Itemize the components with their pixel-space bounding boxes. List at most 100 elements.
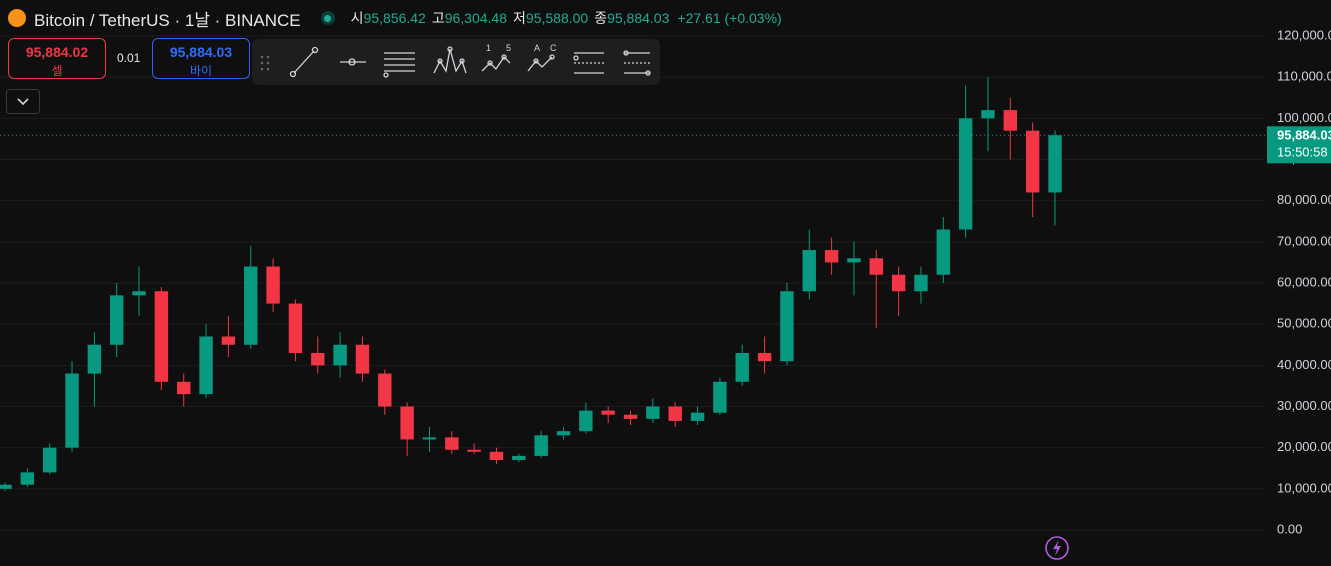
candle-body xyxy=(780,291,794,362)
candle-body xyxy=(534,435,548,456)
candle-body xyxy=(512,455,526,461)
candle-body xyxy=(266,266,280,304)
collapse-button[interactable] xyxy=(6,89,40,114)
countdown: 15:50:58 xyxy=(1277,145,1328,160)
candle-body xyxy=(1025,130,1040,193)
candle-body xyxy=(556,431,571,436)
candle-body xyxy=(958,118,973,230)
y-tick-label: 60,000.00 xyxy=(1277,274,1331,289)
candle-body xyxy=(288,303,303,353)
sell-button[interactable]: 95,884.02 셀 xyxy=(8,38,106,79)
alert-icon[interactable] xyxy=(1043,534,1071,562)
spread: 0.01 xyxy=(117,51,141,65)
change: +27.61 (+0.03%) xyxy=(677,10,782,26)
y-tick-label: 110,000.00 xyxy=(1277,69,1331,84)
candle-body xyxy=(422,437,437,440)
candle-body xyxy=(869,258,883,275)
coin-icon xyxy=(8,9,26,27)
candle-body xyxy=(713,381,727,413)
fib-tool[interactable] xyxy=(383,52,415,78)
candle-body xyxy=(177,381,191,395)
settings-tool[interactable] xyxy=(623,50,651,76)
svg-text:C: C xyxy=(550,43,557,53)
y-tick-label: 0.00 xyxy=(1277,521,1302,536)
trend-line-tool[interactable] xyxy=(289,46,319,78)
candle-body xyxy=(824,250,839,263)
candle-body xyxy=(757,352,772,362)
y-tick-label: 20,000.00 xyxy=(1277,439,1331,454)
candle-body xyxy=(0,484,12,489)
y-tick-label: 30,000.00 xyxy=(1277,398,1331,413)
candle-body xyxy=(601,410,615,415)
ohlc-value: 95,884.03 xyxy=(607,10,670,26)
candle-body xyxy=(1048,135,1062,193)
pattern-tool[interactable] xyxy=(433,46,467,74)
candle-body xyxy=(244,266,258,345)
ohlc-label: 저 xyxy=(513,10,526,26)
sell-label: 셀 xyxy=(51,64,63,78)
svg-text:A: A xyxy=(534,43,540,53)
candle-body xyxy=(20,472,35,485)
buy-label: 바이 xyxy=(189,64,213,78)
svg-text:1: 1 xyxy=(486,43,491,53)
sell-price: 95,884.02 xyxy=(25,44,89,60)
candle-body xyxy=(355,344,370,374)
candle-body xyxy=(623,414,638,419)
candle-body xyxy=(333,344,347,366)
y-tick-label: 70,000.00 xyxy=(1277,233,1331,248)
symbol-header: Bitcoin / TetherUS · 1날 · BINANCE 시 95,85… xyxy=(8,6,782,30)
y-tick-label: 10,000.00 xyxy=(1277,480,1331,495)
candle-body xyxy=(1003,110,1018,131)
candle-body xyxy=(690,412,705,421)
candle-body xyxy=(668,406,682,421)
candle-body xyxy=(311,352,325,366)
ohlc-value: 96,304.48 xyxy=(444,10,508,26)
ohlc-value: 95,588.00 xyxy=(525,10,589,26)
candle-body xyxy=(132,291,146,296)
svg-text:5: 5 xyxy=(506,43,511,53)
candle-body xyxy=(87,344,102,374)
candle-body xyxy=(221,336,236,345)
y-tick-label: 120,000.00 xyxy=(1277,27,1331,42)
range-tool[interactable] xyxy=(573,52,604,74)
candle-body xyxy=(378,373,392,407)
candle-body xyxy=(646,406,660,419)
horizontal-ray-tool[interactable] xyxy=(340,58,366,66)
candle-body xyxy=(400,406,414,440)
candle-body xyxy=(579,410,593,432)
candle-body xyxy=(914,274,928,292)
candle-body xyxy=(936,229,950,275)
candle-body xyxy=(110,295,124,345)
candle-body xyxy=(154,291,169,382)
candle-body xyxy=(891,274,906,292)
last-price-label: 95,884.03 xyxy=(1277,128,1331,143)
chevron xyxy=(17,98,29,106)
buy-price: 95,884.03 xyxy=(169,44,233,60)
y-tick-label: 100,000.00 xyxy=(1277,110,1331,125)
candle-body xyxy=(735,352,749,382)
y-tick-label: 50,000.00 xyxy=(1277,316,1331,331)
candle-body xyxy=(65,373,79,448)
candle-body xyxy=(445,437,459,450)
candle-body xyxy=(489,451,504,461)
price-tag xyxy=(1267,126,1331,164)
candle-body xyxy=(981,110,995,119)
symbol[interactable]: Bitcoin / TetherUS · 1날 · BINANCE xyxy=(34,10,301,30)
ohlc-label: 시 xyxy=(350,10,364,26)
ohlc-label: 종 xyxy=(594,10,608,26)
y-tick-label: 40,000.00 xyxy=(1277,357,1331,372)
buy-button[interactable]: 95,884.03 바이 xyxy=(152,38,250,79)
y-tick-label: 80,000.00 xyxy=(1277,192,1331,207)
ohlc-label: 고 xyxy=(431,10,445,26)
candle-body xyxy=(802,250,816,292)
candle-body xyxy=(847,258,861,263)
market-status[interactable] xyxy=(320,11,335,25)
candle-body xyxy=(199,336,213,395)
candle-body xyxy=(467,449,481,452)
